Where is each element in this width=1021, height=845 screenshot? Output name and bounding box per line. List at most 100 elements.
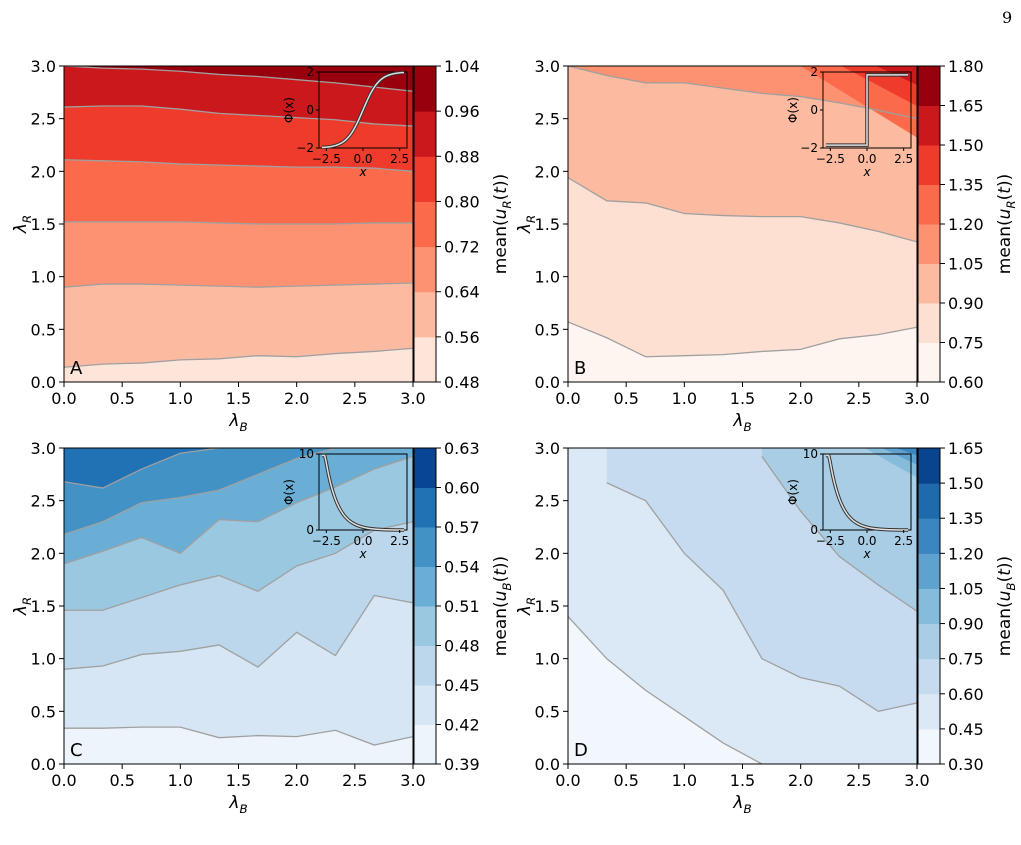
y-tick-label: 2.0: [535, 162, 560, 181]
x-tick-label: 1.0: [168, 389, 193, 408]
y-axis-label: λR: [11, 597, 34, 616]
colorbar-tick-label: 0.88: [444, 147, 480, 166]
y-tick-label: 2.0: [535, 544, 560, 563]
contour-band: [64, 448, 413, 535]
inset-y-tick-label: 2: [810, 65, 818, 79]
x-tick-label: 1.0: [672, 771, 697, 790]
colorbar-band: [918, 623, 940, 660]
colorbar-tick-label: 0.42: [444, 716, 480, 735]
x-tick-label: 1.5: [730, 771, 755, 790]
inset-curve: [321, 71, 405, 149]
colorbar-band: [918, 658, 940, 695]
colorbar-band: [414, 111, 436, 157]
contour-line: [64, 448, 413, 535]
y-tick-label: 1.0: [31, 268, 56, 287]
x-tick-label: 1.5: [226, 771, 251, 790]
panel-d: 0.0 0.5 1.0 1.5 2.0 2.5 3.0 0.0 0.5 1.0 1.5 2.0 2.5 3…: [515, 439, 1018, 816]
x-tick-label: 3.0: [904, 771, 929, 790]
y-tick-label: 1.0: [535, 650, 560, 669]
y-axis-label: λR: [515, 597, 538, 616]
inset-curve: [825, 74, 909, 146]
colorbar-tick-label: 0.90: [948, 615, 984, 634]
inset-x-tick-label: −2.5: [312, 152, 341, 166]
colorbar-band: [414, 66, 436, 112]
y-tick-label: 1.5: [31, 215, 56, 234]
colorbar-frame: [917, 447, 941, 765]
inset-y-tick-label: 10: [803, 447, 818, 461]
colorbar-tick-label: 0.48: [444, 373, 480, 392]
x-tick-label: 0.0: [555, 771, 580, 790]
panel-letter: B: [574, 358, 586, 379]
colorbar-band: [414, 487, 436, 528]
y-tick-label: 3.0: [535, 439, 560, 458]
inset-y-tick-label: 0: [810, 523, 818, 537]
x-tick-label: 1.5: [226, 389, 251, 408]
x-axis-label: λB: [732, 793, 751, 816]
contour-line: [568, 66, 917, 120]
colorbar-band: [918, 342, 940, 383]
inset-x-tick-label: 2.5: [894, 152, 913, 166]
y-tick-label: 0.0: [31, 373, 56, 392]
colorbar-band: [414, 566, 436, 607]
panel-letter: A: [70, 358, 83, 379]
x-tick-label: 2.0: [284, 771, 309, 790]
y-tick-label: 2.5: [535, 492, 560, 511]
contour-line: [568, 616, 763, 764]
inset-y-label: Φ(x): [282, 97, 296, 123]
inset-x-label: x: [862, 165, 871, 179]
colorbar-band: [918, 693, 940, 730]
x-tick-label: 2.5: [846, 389, 871, 408]
contour-fills: [64, 448, 413, 764]
colorbar-band: [414, 156, 436, 202]
x-axis-label: λB: [228, 793, 247, 816]
colorbar-band: [414, 527, 436, 567]
y-tick-label: 1.5: [535, 215, 560, 234]
y-tick-label: 0.0: [535, 755, 560, 774]
inset-x-tick-label: −2.5: [816, 152, 845, 166]
page-number: 9: [1002, 8, 1013, 27]
inset-x-tick-label: 0.0: [857, 534, 876, 548]
inset: −2.5 0.0 2.5 0 10 x Φ(x): [282, 447, 409, 561]
panel-c: 0.0 0.5 1.0 1.5 2.0 2.5 3.0 0.0 0.5 1.0 1.5 2.0 2.5 3…: [11, 439, 514, 816]
colorbar-tick-label: 1.05: [948, 579, 984, 598]
colorbar-band: [918, 224, 940, 264]
contour-line: [64, 726, 413, 746]
colorbar-band: [918, 553, 940, 589]
inset-x-tick-label: 0.0: [353, 534, 372, 548]
contour-line: [64, 448, 413, 489]
inset-y-tick-label: −2: [800, 141, 818, 155]
x-tick-label: 1.0: [672, 389, 697, 408]
colorbar-tick-label: 0.63: [444, 439, 480, 458]
x-tick-label: 2.5: [846, 771, 871, 790]
inset-y-tick-label: 0: [306, 523, 314, 537]
colorbar-band: [414, 336, 436, 383]
contour-line: [568, 321, 917, 358]
contour-line: [64, 455, 413, 565]
y-tick-label: 2.5: [31, 492, 56, 511]
colorbar-tick-label: 0.54: [444, 558, 480, 577]
y-tick-label: 3.0: [31, 57, 56, 76]
contour-fills: [568, 66, 917, 382]
x-axis-label: λB: [732, 411, 751, 434]
colorbar-tick-label: 0.75: [948, 650, 984, 669]
contour-band: [64, 448, 413, 489]
panel-letter: C: [70, 740, 83, 761]
colorbar-tick-label: 1.35: [948, 509, 984, 528]
colorbar-tick-label: 0.45: [444, 676, 480, 695]
colorbar-label: mean(uB(t)): [491, 556, 514, 656]
x-tick-label: 1.5: [730, 389, 755, 408]
y-tick-label: 3.0: [535, 57, 560, 76]
colorbar-band: [918, 263, 940, 304]
inset-y-tick-label: −2: [296, 141, 314, 155]
colorbar-tick-label: 0.72: [444, 238, 480, 257]
colorbar-band: [918, 303, 940, 343]
colorbar-label: mean(uR(t)): [491, 174, 514, 274]
y-tick-label: 1.5: [31, 597, 56, 616]
colorbar-band: [918, 448, 940, 484]
colorbar-tick-label: 1.50: [948, 474, 984, 493]
x-tick-label: 2.5: [342, 771, 367, 790]
colorbar-label: mean(uR(t)): [995, 174, 1018, 274]
inset-y-label: Φ(x): [786, 479, 800, 505]
colorbar-band: [414, 246, 436, 293]
x-tick-label: 2.5: [342, 389, 367, 408]
